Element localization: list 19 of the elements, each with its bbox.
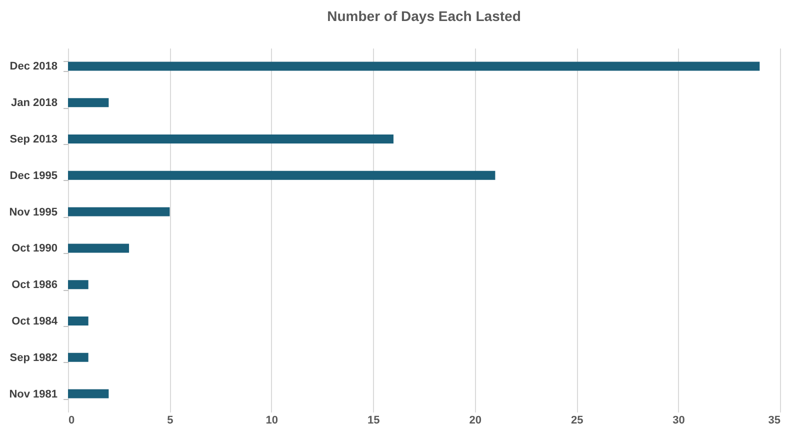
y-tick-label: Sep 1982 [10, 352, 58, 364]
y-tick-label: Sep 2013 [10, 134, 58, 146]
y-tick-label: Dec 2018 [10, 60, 58, 73]
x-tick-label: 15 [368, 414, 380, 426]
y-tick-label: Oct 1984 [12, 316, 58, 328]
x-tick-label: 5 [167, 414, 174, 426]
x-tick-label: 0 [68, 414, 75, 426]
x-tick-label: 35 [768, 414, 780, 426]
x-tick-label: 30 [672, 414, 685, 426]
chart-title: Number of Days Each Lasted [327, 8, 521, 24]
y-tick-label: Dec 1995 [10, 170, 58, 182]
y-tick-label: Oct 1990 [12, 242, 58, 255]
y-tick-label: Oct 1986 [12, 279, 58, 292]
x-tick-label: 25 [570, 414, 584, 426]
x-tick-label: 10 [266, 414, 278, 426]
y-tick-label: Nov 1995 [9, 206, 58, 218]
x-tick-label: 20 [469, 414, 482, 426]
y-tick-label: Nov 1981 [9, 388, 58, 400]
y-tick-label: Jan 2018 [11, 97, 58, 110]
